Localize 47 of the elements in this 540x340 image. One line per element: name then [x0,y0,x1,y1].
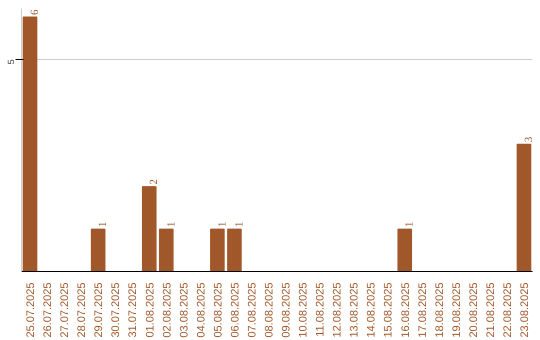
data-label: 1 [233,222,246,228]
data-label: 6 [29,8,42,15]
x-tick-label: 26.07.2025 [42,282,54,338]
bar [22,16,38,272]
data-label: 1 [216,222,228,228]
x-tick-label: 23.08.2025 [518,282,531,338]
x-tick-label: 19.08.2025 [450,282,463,338]
bar [397,228,412,272]
bar [227,228,242,272]
bar [210,228,225,272]
x-tick-label: 30.07.2025 [110,282,122,338]
x-tick-label: 27.07.2025 [59,282,72,338]
x-tick-label: 15.08.2025 [382,282,395,338]
x-tick-label: 25.07.2025 [25,282,38,338]
data-label: 1 [97,222,110,228]
x-tick-label: 07.08.2025 [246,282,258,338]
bar [90,228,106,272]
x-tick-label: 22.08.2025 [502,282,514,338]
x-tick-label: 11.08.2025 [314,282,327,337]
data-label: 1 [404,222,416,228]
y-tick-label: 5 [6,59,16,64]
x-tick-label: 18.08.2025 [434,282,446,338]
x-tick-label: 29.07.2025 [93,282,106,338]
x-tick-label: 21.08.2025 [484,282,497,338]
bar [516,144,532,272]
bar [158,228,174,272]
x-tick-label: 20.08.2025 [468,282,480,338]
data-label: 3 [522,136,535,142]
x-tick-label: 10.08.2025 [298,282,310,338]
x-tick-label: 17.08.2025 [416,282,429,338]
x-tick-label: 05.08.2025 [212,282,224,338]
x-tick-label: 03.08.2025 [178,282,190,338]
x-tick-label: 12.08.2025 [332,282,344,338]
x-tick-label: 09.08.2025 [280,282,293,338]
x-tick-label: 14.08.2025 [366,282,378,338]
x-tick-label: 13.08.2025 [348,282,361,338]
data-label: 2 [148,179,160,185]
x-tick-label: 01.08.2025 [144,282,156,338]
x-tick-label: 08.08.2025 [263,282,276,338]
x-tick-label: 02.08.2025 [161,282,174,338]
x-tick-label: 16.08.2025 [400,282,412,338]
data-label: 1 [165,222,178,228]
bar [142,186,157,272]
x-tick-label: 31.07.2025 [127,282,140,338]
x-tick-label: 06.08.2025 [229,282,242,338]
x-tick-label: 04.08.2025 [195,282,208,338]
x-tick-label: 28.07.2025 [76,282,88,338]
